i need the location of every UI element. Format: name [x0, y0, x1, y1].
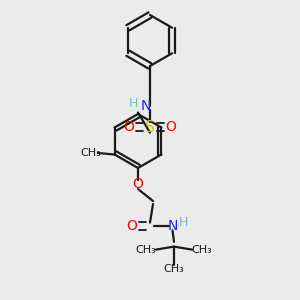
Text: H: H: [129, 97, 138, 110]
Text: H: H: [179, 216, 189, 229]
Text: O: O: [133, 178, 143, 191]
Text: S: S: [145, 120, 155, 135]
Text: CH₃: CH₃: [191, 244, 212, 255]
Text: N: N: [140, 99, 151, 112]
Text: CH₃: CH₃: [80, 148, 101, 158]
Text: O: O: [127, 219, 137, 232]
Text: O: O: [166, 120, 176, 134]
Text: CH₃: CH₃: [164, 264, 184, 274]
Text: N: N: [167, 219, 178, 232]
Text: CH₃: CH₃: [136, 244, 157, 255]
Text: O: O: [124, 120, 134, 134]
